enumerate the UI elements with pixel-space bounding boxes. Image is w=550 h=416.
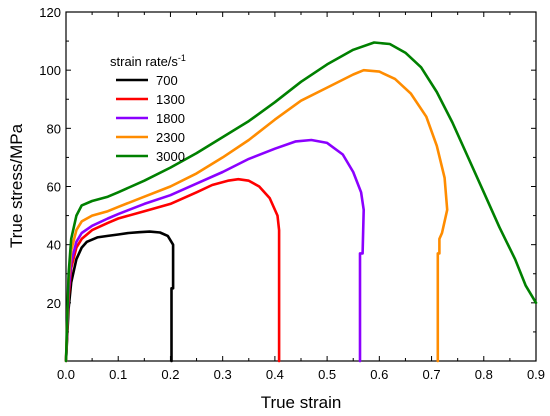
x-tick-label: 0.0 <box>57 367 75 382</box>
x-tick-label: 0.5 <box>318 367 336 382</box>
legend-label-1800: 1800 <box>156 111 185 126</box>
legend-items: 700 1300 1800 2300 3000 <box>116 73 185 164</box>
y-tick-label: 80 <box>47 121 61 136</box>
legend-title: strain rate/s-1 <box>110 53 186 69</box>
y-axis-ticks: 20 40 60 80 100 120 <box>39 5 536 333</box>
series-line-3000 <box>64 41 538 363</box>
y-tick-label: 40 <box>47 238 61 253</box>
y-tick-label: 60 <box>47 180 61 195</box>
series-line-1800 <box>64 138 365 363</box>
legend-title-superscript: -1 <box>178 53 186 63</box>
series-lines <box>64 41 538 363</box>
y-axis-title: True stress/MPa <box>7 123 26 248</box>
legend: strain rate/s-1 700 1300 1800 2300 3000 <box>110 53 186 164</box>
x-axis-title: True strain <box>261 393 342 412</box>
series-line-1300 <box>64 177 281 363</box>
x-tick-label: 0.9 <box>527 367 545 382</box>
x-tick-label: 0.4 <box>266 367 284 382</box>
legend-label-3000: 3000 <box>156 149 185 164</box>
legend-label-700: 700 <box>156 73 178 88</box>
x-axis-ticks: 0.0 0.1 0.2 0.3 0.4 0.5 0.6 0.7 0.8 0.9 <box>57 12 545 382</box>
legend-label-2300: 2300 <box>156 130 185 145</box>
plot-area: 0.0 0.1 0.2 0.3 0.4 0.5 0.6 0.7 0.8 0.9 20 40 60 80 1… <box>39 5 545 382</box>
series-line-2300 <box>64 68 449 363</box>
x-tick-label: 0.3 <box>214 367 232 382</box>
legend-title-text: strain rate/s <box>110 54 178 69</box>
y-tick-label: 120 <box>39 5 61 20</box>
x-tick-label: 0.1 <box>109 367 127 382</box>
y-tick-label: 20 <box>47 296 61 311</box>
y-tick-label: 100 <box>39 63 61 78</box>
x-tick-label: 0.7 <box>423 367 441 382</box>
legend-label-1300: 1300 <box>156 92 185 107</box>
x-tick-label: 0.2 <box>161 367 179 382</box>
x-tick-label: 0.8 <box>475 367 493 382</box>
x-tick-label: 0.6 <box>370 367 388 382</box>
series-line-700 <box>64 230 175 363</box>
